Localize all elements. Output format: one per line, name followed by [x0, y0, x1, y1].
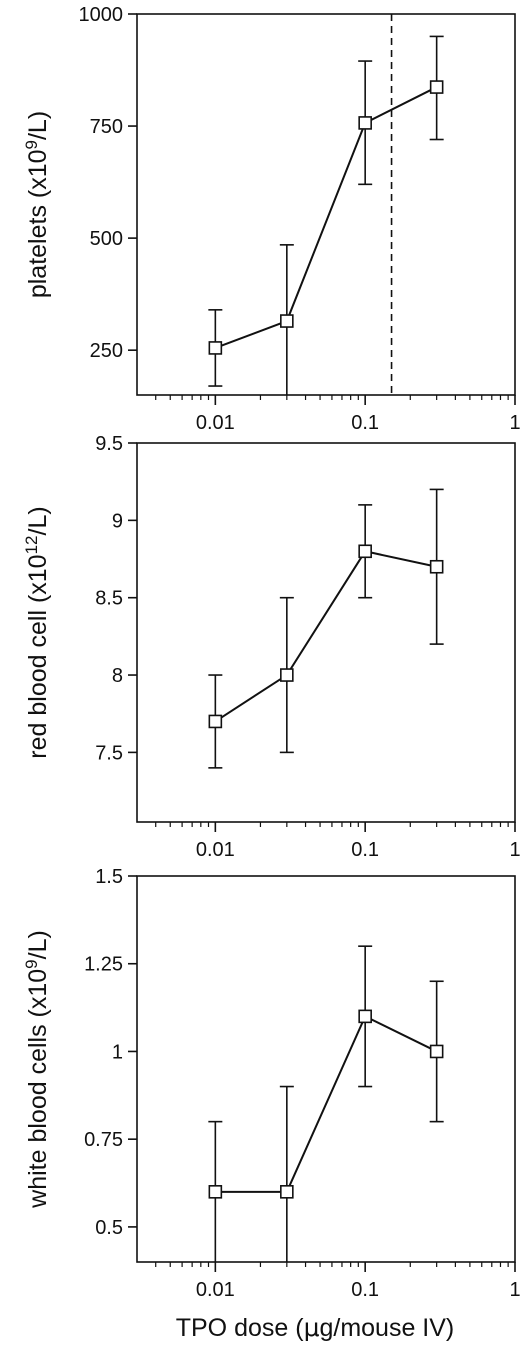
y-axis-title: red blood cell (x1012/L): [22, 506, 52, 758]
y-tick-label: 250: [90, 340, 123, 362]
chart-panel-2: 7.5 8 8.5 9 9.5 0.01 0.1 1 red blood cell (x1012…: [22, 433, 520, 861]
data-point: [358, 116, 372, 130]
plot-frame: [136, 13, 516, 396]
x-tick-label: 1: [509, 839, 520, 861]
series-line: [214, 550, 437, 723]
y-tick-label: 9.5: [95, 433, 123, 455]
y-tick-label: 9: [112, 510, 123, 532]
x-tick-label: 0.01: [196, 839, 235, 861]
y-tick-label: 1000: [79, 4, 124, 26]
y-axis-title: platelets (x109/L): [22, 111, 52, 298]
data-point: [208, 1185, 223, 1199]
data-point: [208, 341, 223, 355]
plot-frame: [136, 875, 516, 1263]
plot-frame: [136, 442, 516, 823]
data-point: [358, 544, 372, 559]
x-axis-title: TPO dose (μg/mouse IV): [176, 1313, 455, 1342]
x-tick-label: 0.1: [351, 1279, 379, 1301]
x-tick-label: 1: [509, 1279, 520, 1301]
data-point: [280, 1185, 294, 1199]
series-line: [214, 86, 438, 349]
data-point: [429, 1044, 444, 1059]
data-point: [280, 668, 294, 682]
y-tick-label: 1.25: [84, 954, 123, 976]
x-tick-label: 0.1: [351, 412, 379, 434]
x-tick-label: 0.1: [351, 839, 379, 861]
x-tick-label: 0.01: [196, 412, 235, 434]
x-tick-label: 1: [509, 412, 520, 434]
y-tick-label: 8.5: [95, 588, 123, 610]
error-bar: [279, 1085, 294, 1262]
y-tick-label: 0.5: [95, 1217, 123, 1239]
data-point: [208, 714, 223, 729]
y-tick-label: 1: [112, 1041, 123, 1063]
chart-panel-3: 0.5 0.75 1 1.25 1.5 0.01 0.1 1 white blood cells…: [22, 866, 520, 1301]
y-tick-label: 500: [90, 228, 123, 250]
y-tick-label: 7.5: [95, 742, 123, 764]
y-tick-label: 8: [112, 665, 123, 687]
data-point: [429, 80, 444, 94]
y-tick-label: 1.5: [95, 866, 123, 888]
y-tick-label: 0.75: [84, 1129, 123, 1151]
y-tick-label: 750: [90, 116, 123, 138]
data-point: [429, 559, 444, 574]
data-point: [280, 314, 294, 328]
series-line: [215, 1015, 438, 1193]
chart-panel-1: 250 500 750 1000 0.01 0.1 1 platelets (x109/L): [22, 4, 520, 434]
x-tick-label: 0.01: [196, 1279, 235, 1301]
data-point: [358, 1009, 372, 1024]
y-axis-title: white blood cells (x109/L): [22, 930, 52, 1209]
